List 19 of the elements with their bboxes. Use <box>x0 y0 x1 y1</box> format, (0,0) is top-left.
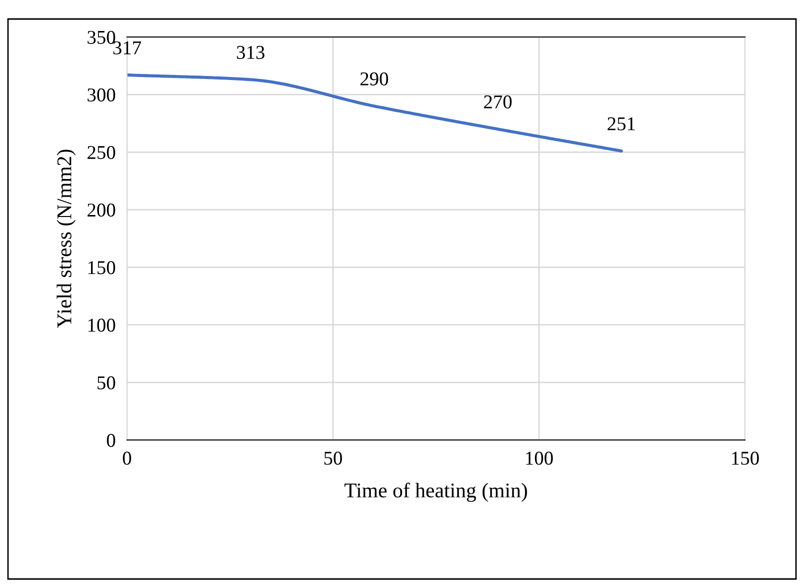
y-tick-label: 100 <box>88 318 116 332</box>
y-tick-label: 200 <box>88 204 116 217</box>
data-label: 317 <box>113 41 142 54</box>
x-tick-label: 50 <box>324 452 342 465</box>
x-tick-label: 0 <box>122 452 132 465</box>
x-axis-title: Time of heating (min) <box>344 482 527 502</box>
y-axis-title: Yield stress (N/mm2) <box>56 150 76 328</box>
y-tick-label: 300 <box>88 88 116 102</box>
y-tick-label: 150 <box>88 261 116 274</box>
y-tick-label: 0 <box>106 434 116 447</box>
y-tick-label: 350 <box>88 30 116 44</box>
x-tick-label: 150 <box>732 452 759 465</box>
data-label: 290 <box>360 72 388 86</box>
data-label: 251 <box>608 117 635 130</box>
y-tick-label: 250 <box>88 146 116 160</box>
y-tick-label: 50 <box>98 376 116 390</box>
data-label: 313 <box>236 46 264 59</box>
data-label: 270 <box>484 95 512 108</box>
x-tick-label: 100 <box>526 452 553 465</box>
